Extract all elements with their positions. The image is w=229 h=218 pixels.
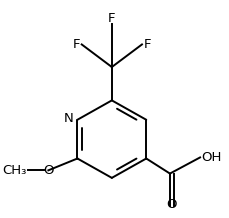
Text: F: F [108, 12, 115, 25]
Text: CH₃: CH₃ [3, 164, 27, 177]
Text: O: O [43, 164, 53, 177]
Text: OH: OH [200, 151, 221, 164]
Text: O: O [166, 198, 176, 211]
Text: N: N [64, 112, 73, 125]
Text: F: F [143, 38, 150, 51]
Text: F: F [72, 38, 80, 51]
